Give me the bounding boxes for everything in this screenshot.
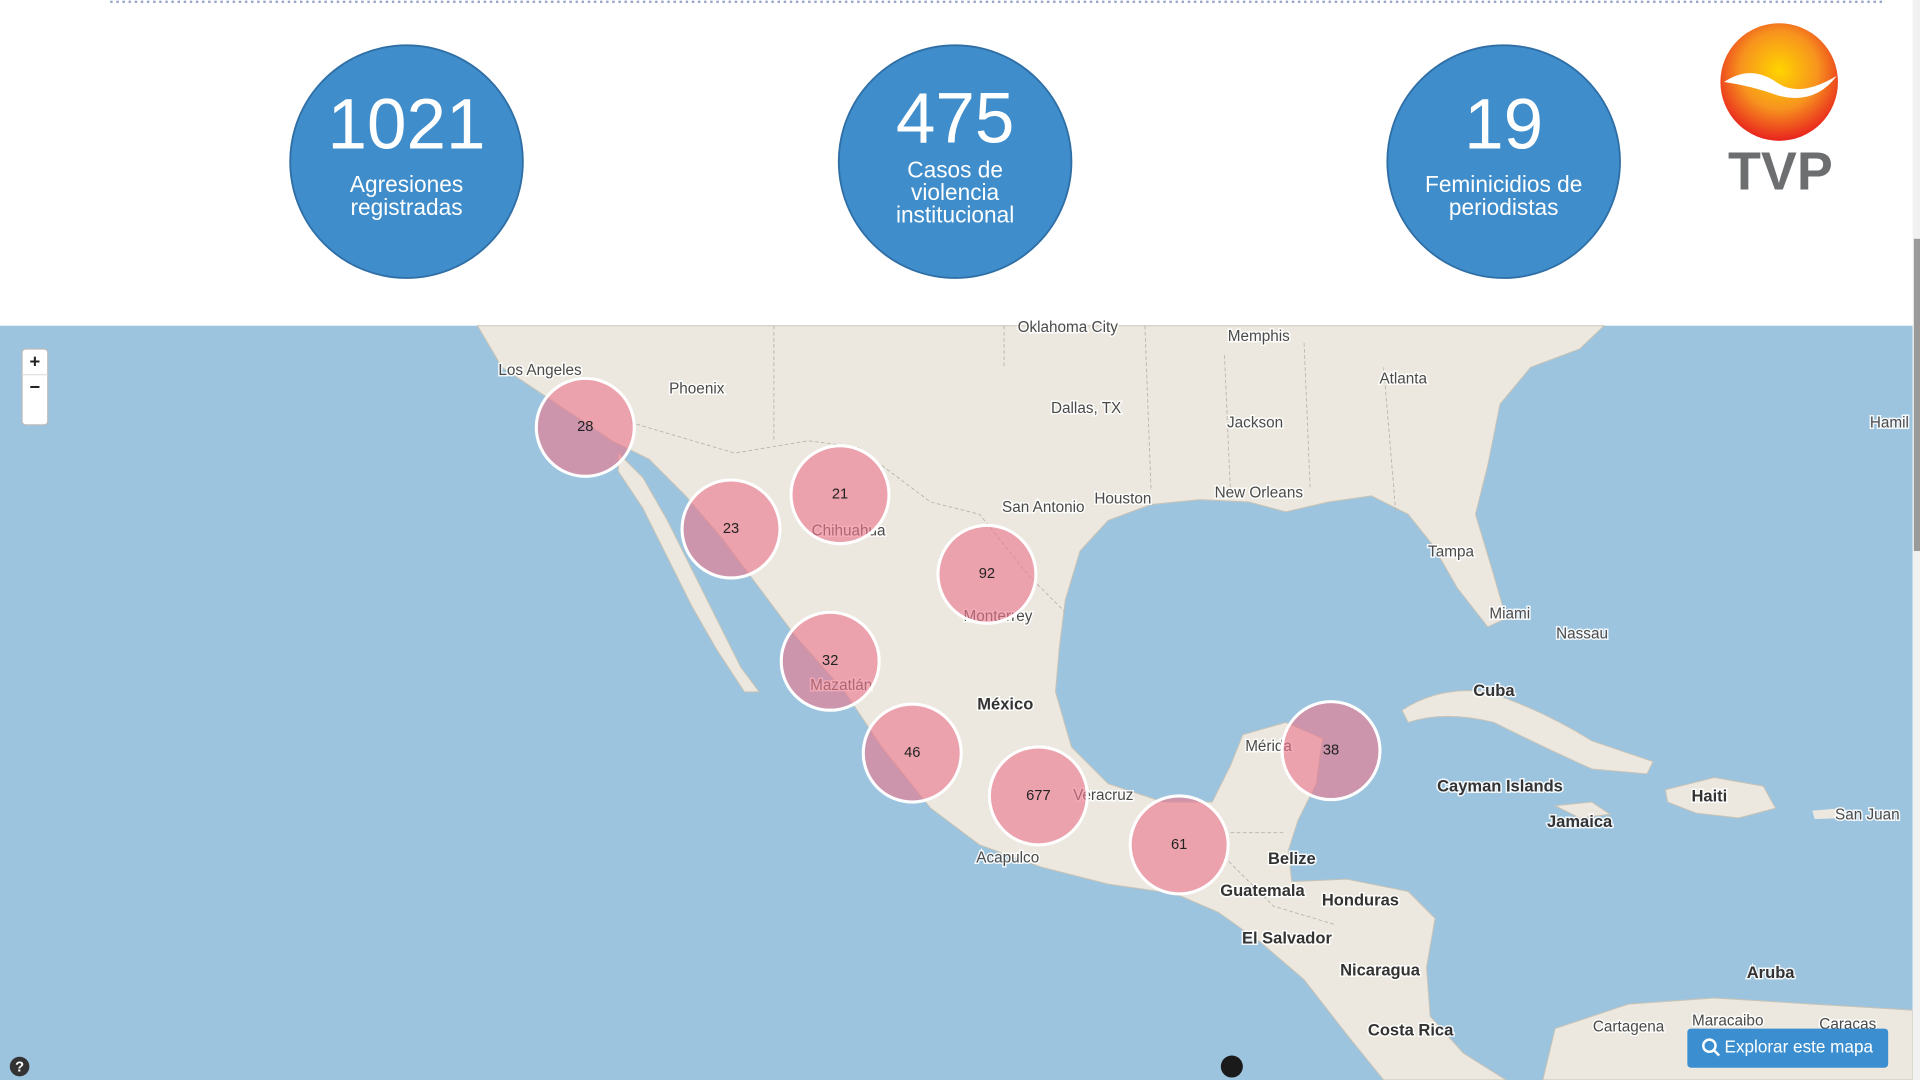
land-puerto-rico: [1812, 808, 1843, 820]
place-label: Oklahoma City: [1018, 319, 1119, 336]
borders: [630, 325, 1397, 925]
place-label: Jackson: [1227, 415, 1283, 432]
land-hispaniola: [1664, 777, 1777, 819]
stat-value: 1021: [328, 86, 486, 165]
logo: TVP: [1720, 23, 1838, 201]
land-jamaica: [1553, 801, 1612, 819]
place-label: Memphis: [1228, 328, 1290, 345]
place-label: Costa Rica: [1368, 1020, 1454, 1039]
explore-button-text[interactable]: Explorar este mapa: [1725, 1037, 1874, 1057]
place-label: México: [977, 695, 1033, 714]
search-icon: [1702, 1038, 1717, 1054]
cluster-circle[interactable]: [861, 702, 963, 804]
place-label: Dallas, TX: [1051, 400, 1121, 417]
cursor-dot: [1220, 1055, 1243, 1078]
cluster-circle[interactable]: [1128, 794, 1230, 896]
cluster-count[interactable]: 28: [577, 419, 593, 435]
map: Oklahoma City Memphis Los Angeles Phoenix At…: [0, 318, 1914, 1080]
logo-wave: [1724, 73, 1837, 98]
place-label: Aruba: [1747, 963, 1796, 982]
place-label: Houston: [1094, 491, 1151, 508]
central-america-borders: [1224, 832, 1335, 925]
help-text[interactable]: ?: [15, 1060, 24, 1076]
help-icon[interactable]: ?: [9, 1056, 30, 1077]
place-label: Nicaragua: [1340, 960, 1421, 979]
border-us-mx: [630, 422, 1066, 613]
place-label: Hamil: [1870, 415, 1909, 432]
place-label: Honduras: [1322, 891, 1399, 910]
place-label: Guatemala: [1220, 881, 1305, 900]
land-cuba: [1401, 690, 1654, 775]
cluster-count[interactable]: 23: [723, 521, 739, 537]
cluster-count[interactable]: 38: [1323, 742, 1339, 758]
cluster-count[interactable]: 32: [822, 653, 838, 669]
clusters: 28 23 21 92 32 46 677 61 38: [534, 376, 1382, 896]
stat-label: institucional: [896, 202, 1014, 228]
place-label: Maracaibo: [1692, 1012, 1763, 1029]
place-label: Belize: [1268, 849, 1316, 868]
place-label: Haiti: [1691, 787, 1727, 806]
place-label: Nassau: [1556, 625, 1608, 642]
cluster-circle[interactable]: [779, 610, 881, 712]
stat-label: Agresiones: [350, 171, 463, 197]
place-label: Phoenix: [669, 380, 725, 397]
place-label: Tampa: [1428, 543, 1474, 560]
place-label: Miami: [1489, 606, 1530, 623]
place-label: New Orleans: [1215, 485, 1304, 502]
logo-sun: [1720, 23, 1838, 141]
place-label: El Salvador: [1242, 929, 1333, 948]
stat-label: periodistas: [1449, 194, 1559, 220]
explore-button[interactable]: Explorar este mapa: [1687, 1028, 1889, 1068]
stat-label: registradas: [351, 194, 463, 220]
cluster-count[interactable]: 677: [1026, 788, 1051, 804]
place-label: Los Angeles: [498, 362, 582, 379]
cluster-count[interactable]: 61: [1171, 837, 1187, 853]
stat-circle: [1386, 44, 1621, 279]
stat-label: Feminicidios de: [1425, 171, 1582, 197]
cluster-circle[interactable]: [987, 745, 1089, 847]
zoom-out[interactable]: −: [30, 376, 41, 397]
place-label: Atlanta: [1379, 371, 1427, 388]
cluster-count[interactable]: 92: [979, 566, 995, 582]
place-label: Cartagena: [1593, 1018, 1665, 1035]
place-labels: Oklahoma City Memphis Los Angeles Phoenix At…: [497, 318, 1911, 1041]
zoom-in[interactable]: +: [30, 350, 41, 371]
stat-label: Casos de: [907, 156, 1003, 182]
place-label: Cayman Islands: [1437, 777, 1563, 796]
cluster-count[interactable]: 21: [832, 487, 848, 503]
cluster-circle[interactable]: [534, 376, 636, 478]
stat-value: 475: [896, 79, 1015, 158]
stat-value: 19: [1464, 86, 1543, 165]
logo-text: TVP: [1728, 141, 1833, 201]
scrollbar-thumb: [1913, 238, 1920, 552]
place-label: San Antonio: [1002, 499, 1085, 516]
place-label: San Juan: [1835, 807, 1900, 824]
cluster-count[interactable]: 46: [904, 745, 920, 761]
zoom-box: [21, 348, 49, 426]
place-label: Jamaica: [1547, 812, 1613, 831]
cluster-circle[interactable]: [1280, 700, 1382, 802]
explore-button-bg[interactable]: [1687, 1028, 1889, 1068]
stat-circle: [289, 44, 524, 279]
help-circle: [9, 1056, 30, 1077]
cluster-circle[interactable]: [936, 523, 1038, 625]
stat-label: violencia: [911, 179, 1000, 205]
stat-circle: [837, 44, 1073, 279]
cluster-circle[interactable]: [680, 478, 782, 580]
place-label: Cuba: [1473, 681, 1515, 700]
zoom-control: + −: [21, 348, 49, 426]
place-label: Acapulco: [976, 849, 1039, 866]
cluster-circle[interactable]: [789, 444, 891, 546]
land-baja: [617, 451, 761, 693]
state-borders: [773, 325, 1397, 515]
search-icon-handle: [1713, 1049, 1721, 1057]
